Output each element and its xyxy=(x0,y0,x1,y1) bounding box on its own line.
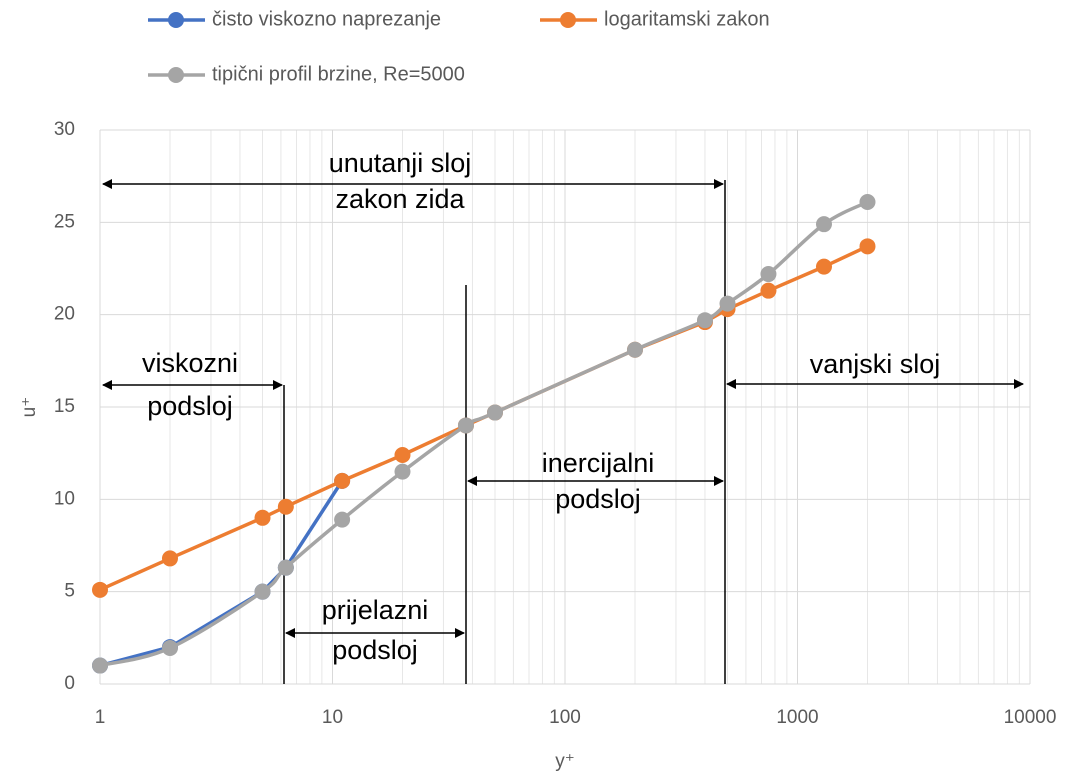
legend-marker xyxy=(168,12,184,28)
annotation: vanjski sloj xyxy=(810,349,941,379)
point xyxy=(277,498,294,515)
point xyxy=(161,639,178,656)
point xyxy=(719,295,736,312)
y-tick-label: 25 xyxy=(54,211,75,232)
annotation: zakon zida xyxy=(335,184,465,214)
x-tick-label: 10000 xyxy=(1004,707,1057,728)
point xyxy=(394,463,411,480)
x-tick-label: 1000 xyxy=(776,707,818,728)
point xyxy=(334,511,351,528)
point xyxy=(92,657,108,674)
legend-marker xyxy=(168,67,184,83)
y-tick-label: 15 xyxy=(54,396,75,417)
x-tick-label: 1 xyxy=(95,707,106,728)
y-axis-title: u⁺ xyxy=(19,397,40,418)
y-tick-label: 10 xyxy=(54,488,75,509)
point xyxy=(487,404,504,421)
point xyxy=(394,447,411,464)
point xyxy=(696,312,713,329)
y-tick-label: 5 xyxy=(64,581,75,602)
y-tick-label: 0 xyxy=(64,673,75,694)
legend-marker xyxy=(560,12,576,28)
point xyxy=(760,282,777,299)
series-line xyxy=(99,200,869,668)
x-tick-label: 100 xyxy=(549,707,581,728)
annotation: podsloj xyxy=(147,391,233,421)
legend-label: tipični profil brzine, Re=5000 xyxy=(212,63,465,85)
x-tick-label: 10 xyxy=(322,707,343,728)
point xyxy=(161,550,178,567)
x-axis-title: y⁺ xyxy=(555,751,575,772)
annotation: viskozni xyxy=(142,348,238,378)
annotation: prijelazni xyxy=(322,595,429,625)
point xyxy=(457,417,474,434)
point xyxy=(626,341,643,358)
point xyxy=(254,509,271,526)
legend-label: logaritamski zakon xyxy=(604,8,770,30)
annotation: inercijalni xyxy=(542,448,655,478)
grid xyxy=(99,129,1031,685)
annotation: podsloj xyxy=(555,484,641,514)
point xyxy=(92,581,108,598)
annotation: podsloj xyxy=(332,635,418,665)
y-tick-label: 30 xyxy=(54,119,75,140)
point xyxy=(277,559,294,576)
point xyxy=(760,266,777,283)
annotation: unutanji sloj xyxy=(329,148,472,178)
point xyxy=(334,472,351,489)
point xyxy=(859,238,876,255)
point xyxy=(815,216,832,233)
annotation-lines xyxy=(102,179,1024,684)
legend-label: čisto viskozno naprezanje xyxy=(212,8,441,30)
point xyxy=(254,583,271,600)
y-tick-label: 20 xyxy=(54,304,75,325)
point xyxy=(815,258,832,275)
point xyxy=(859,194,876,211)
